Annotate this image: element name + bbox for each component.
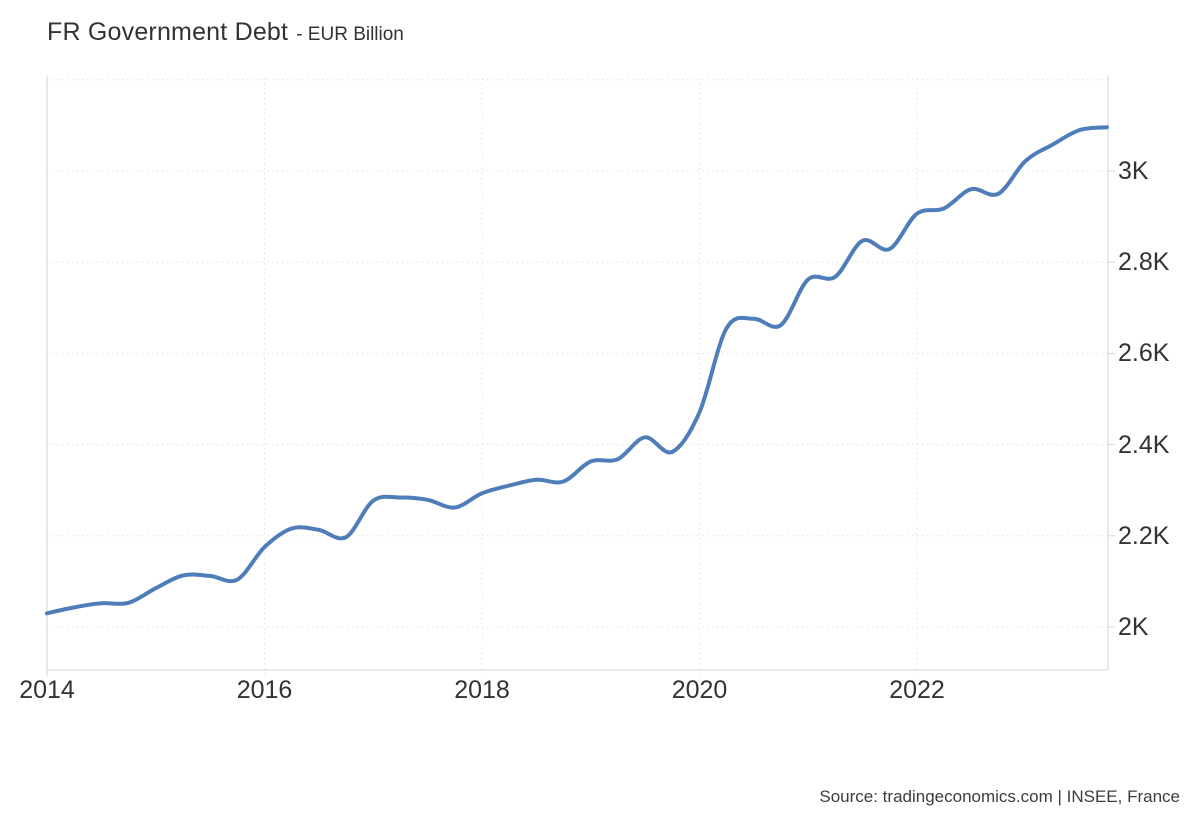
y-axis-label-2k: 2K <box>1118 613 1149 641</box>
chart-title-subtitle: - EUR Billion <box>296 24 404 45</box>
y-axis-label-3k: 3K <box>1118 157 1149 185</box>
x-axis-label-2018: 2018 <box>454 676 510 704</box>
chart-title: FR Government Debt - EUR Billion <box>47 18 404 47</box>
debt-series-line[interactable] <box>45 125 1109 616</box>
x-axis-label-2020: 2020 <box>671 676 728 704</box>
x-axis-label-2014: 2014 <box>19 676 75 704</box>
y-axis-label-2.2k: 2.2K <box>1118 521 1170 550</box>
source-attribution: Source: tradingeconomics.com | INSEE, Fr… <box>819 787 1180 806</box>
y-axis-label-2.6k: 2.6K <box>1118 339 1170 368</box>
debt-line-chart-canvas[interactable] <box>0 0 1200 760</box>
x-axis-label-2016: 2016 <box>236 676 293 704</box>
chart-area: 3K 2.8K 2.6K 2.4K 2.2K 2K 2014 2016 2018 2020 2022 <box>0 0 1200 760</box>
chart-title-main: FR Government Debt <box>47 18 289 46</box>
x-axis-label-2022: 2022 <box>889 676 945 704</box>
y-axis-label-2.8k: 2.8K <box>1118 248 1170 277</box>
y-axis-label-2.4k: 2.4K <box>1118 430 1170 459</box>
